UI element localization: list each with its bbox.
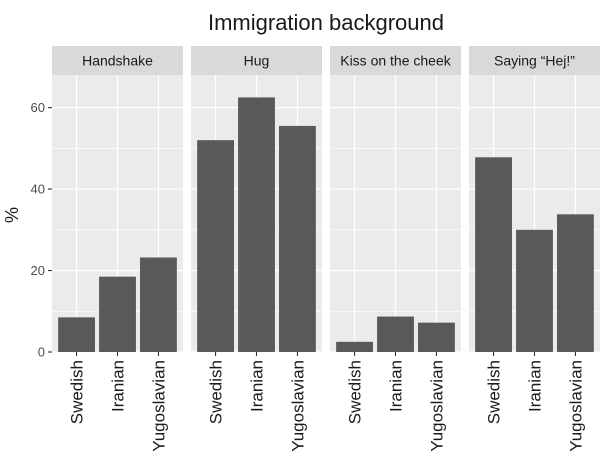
bar (140, 257, 177, 352)
bar (377, 316, 414, 352)
facet-panel: Handshake Swedish Iranian Yugoslavian (52, 46, 183, 452)
bar (516, 229, 553, 352)
facet-strip-label: Saying “Hej!” (494, 53, 575, 69)
y-tick-label: 0 (38, 345, 45, 360)
facet-strip-label: Handshake (82, 53, 153, 69)
y-tick-label: 60 (31, 100, 45, 115)
facet-strip (469, 46, 600, 75)
facet-panels: Handshake Swedish Iranian Yugoslavian Hug Swe… (52, 46, 600, 452)
bar (99, 276, 136, 352)
x-tick-label: Yugoslavian (427, 360, 446, 452)
bar (475, 157, 512, 352)
facet-strip-label: Hug (244, 53, 270, 69)
facet-panel: Hug Swedish Iranian Yugoslavian (191, 46, 322, 452)
x-tick-label: Swedish (68, 360, 87, 424)
facet-strip-label: Kiss on the cheek (340, 53, 452, 69)
x-tick-label: Iranian (109, 360, 128, 412)
bar (418, 322, 455, 352)
y-tick-label: 40 (31, 182, 45, 197)
x-tick-label: Iranian (248, 360, 267, 412)
y-axis-label: % (2, 207, 22, 223)
x-tick-label: Iranian (526, 360, 545, 412)
x-tick-label: Yugoslavian (149, 360, 168, 452)
facet-panel: Saying “Hej!” Swedish Iranian Yugoslavian (469, 46, 600, 452)
bar (279, 125, 316, 352)
bar (197, 140, 234, 352)
x-tick-label: Yugoslavian (288, 360, 307, 452)
facet-strip (52, 46, 183, 75)
x-tick-label: Iranian (387, 360, 406, 412)
x-tick-label: Swedish (346, 360, 365, 424)
chart-title: Immigration background (208, 10, 444, 35)
facet-strip (330, 46, 461, 75)
facet-strip (191, 46, 322, 75)
x-tick-label: Swedish (485, 360, 504, 424)
x-tick-label: Swedish (207, 360, 226, 424)
y-axis: 0 20 40 60 (31, 100, 52, 360)
facet-panel: Kiss on the cheek Swedish Iranian Yugoslavi… (330, 46, 461, 452)
bar (58, 317, 95, 352)
x-tick-label: Yugoslavian (566, 360, 585, 452)
bar (238, 97, 275, 352)
bar (336, 341, 373, 352)
bar (557, 214, 594, 352)
y-tick-label: 20 (31, 263, 45, 278)
